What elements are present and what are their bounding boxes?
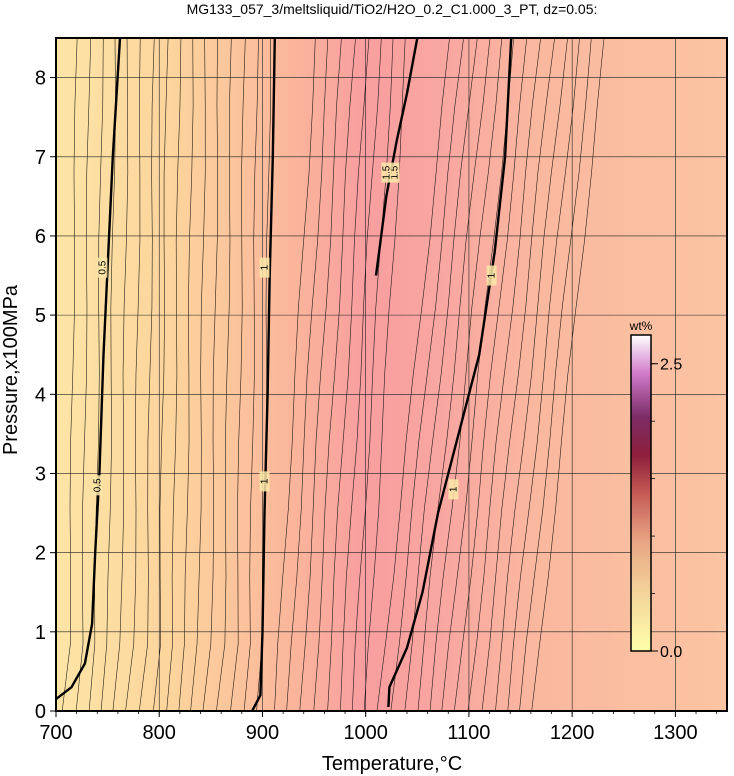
contour-label-bg <box>97 257 108 278</box>
colorbar: wt% 0.0 2.5 <box>629 319 683 661</box>
minor-contour-line <box>327 38 370 711</box>
minor-contour-line <box>125 38 141 711</box>
contour-label-bg <box>486 265 497 286</box>
minor-contour-line <box>61 38 78 711</box>
minor-contour-line <box>507 38 580 711</box>
major-contours: 0.5 0.5 1 1 1 1 1.51.5 <box>56 38 513 711</box>
minor-contour-line <box>481 38 555 711</box>
plot-area: 0.5 0.5 1 1 1 1 1.51.5 <box>55 37 728 712</box>
colorbar-gradient <box>630 334 652 652</box>
x-tick-label: 800 <box>143 722 176 744</box>
y-tick-label: 8 <box>35 68 46 90</box>
minor-contour-line <box>351 38 394 711</box>
y-axis: 0 1 2 3 4 5 6 7 8 <box>35 68 56 723</box>
contour-label-bg <box>448 479 459 500</box>
y-tick-label: 4 <box>35 384 46 406</box>
minor-contour-line <box>404 38 478 711</box>
y-tick-label: 7 <box>35 147 46 169</box>
y-axis-label: Pressure,x100MPa <box>0 284 22 455</box>
major-contour-line <box>251 38 276 711</box>
x-tick-label: 1200 <box>550 722 595 744</box>
chart-title: MG133_057_3/meltsliquid/TiO2/H2O_0.2_C1.… <box>187 1 598 17</box>
heatmap-field <box>56 38 727 711</box>
minor-contour-line <box>417 38 491 711</box>
colorbar-ticks: 0.0 2.5 <box>651 357 682 661</box>
x-tick-label: 1300 <box>653 722 698 744</box>
colorbar-tick-label: 0.0 <box>660 644 682 661</box>
contour-label: 1 <box>260 478 271 484</box>
minor-contour-line <box>340 38 382 711</box>
contour-label: 1 <box>487 272 498 278</box>
minor-contour-line <box>453 38 528 711</box>
y-tick-label: 6 <box>35 226 46 248</box>
minor-contour-line <box>286 38 329 711</box>
y-tick-label: 3 <box>35 463 46 485</box>
contour-label-bg <box>92 475 103 496</box>
y-tick-label: 1 <box>35 622 46 644</box>
minor-contour-line <box>112 38 129 711</box>
y-tick-label: 5 <box>35 305 46 327</box>
major-contour-line <box>387 38 513 708</box>
minor-contour-line <box>75 38 92 711</box>
contour-label: 1 <box>260 264 271 270</box>
minor-contour-line <box>166 38 182 711</box>
y-tick-label: 2 <box>35 543 46 565</box>
minor-contour-line <box>429 38 503 711</box>
minor-contour-line <box>519 38 592 711</box>
minor-contour-line <box>243 38 259 711</box>
minor-contour-line <box>441 38 515 711</box>
minor-contour-line <box>467 38 541 711</box>
contour-label: 1 <box>448 486 459 492</box>
x-tick-label: 700 <box>39 722 72 744</box>
contour-label: 0.5 <box>97 260 108 274</box>
contour-label: 1.5 <box>390 165 401 179</box>
contour-label-bg <box>389 162 400 183</box>
minor-contour-line <box>531 38 605 711</box>
minor-contour-line <box>190 38 206 711</box>
minor-contour-line <box>153 38 169 711</box>
minor-contour-line <box>390 38 464 711</box>
contour-label: 1.5 <box>381 165 392 179</box>
minor-contour-line <box>495 38 568 711</box>
x-tick-label: 1100 <box>447 722 490 744</box>
major-contour-line <box>56 38 122 701</box>
colorbar-label: wt% <box>629 319 653 333</box>
minor-contour-line <box>178 38 194 711</box>
x-tick-label: 1000 <box>343 722 388 744</box>
minor-contour-line <box>88 38 104 711</box>
x-axis: 700 800 900 1000 1100 1200 1300 <box>39 711 718 744</box>
contour-label-bg <box>259 257 270 278</box>
contour-label-bg <box>259 471 270 492</box>
minor-contour-line <box>138 38 155 711</box>
contour-label-bg <box>381 162 392 183</box>
x-tick-label: 900 <box>246 722 279 744</box>
minor-contours <box>61 38 605 711</box>
minor-contour-line <box>299 38 342 711</box>
minor-contour-line <box>100 38 116 711</box>
minor-contour-line <box>376 38 450 711</box>
x-axis-label: Temperature,°C <box>322 753 462 775</box>
plot-frame <box>55 37 728 712</box>
colorbar-tick-label: 2.5 <box>660 357 682 374</box>
contour-label: 0.5 <box>92 478 103 492</box>
minor-contour-line <box>363 38 406 711</box>
minor-contour-line <box>216 38 232 711</box>
minor-contour-line <box>313 38 356 711</box>
minor-contour-line <box>202 38 218 711</box>
minor-contour-line <box>274 38 316 711</box>
minor-contour-line <box>230 38 246 711</box>
y-tick-label: 0 <box>35 701 46 723</box>
